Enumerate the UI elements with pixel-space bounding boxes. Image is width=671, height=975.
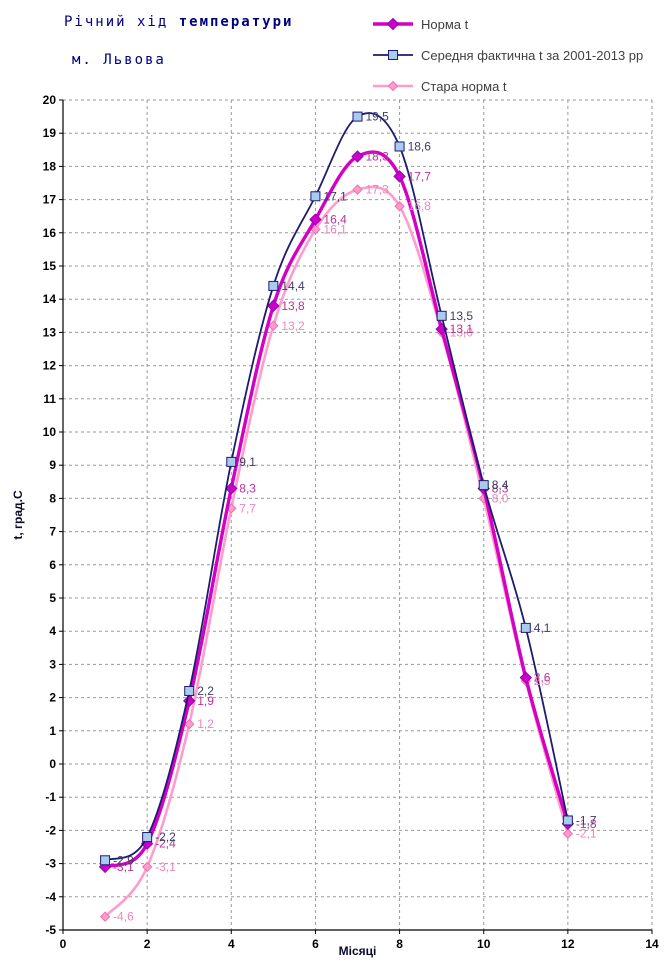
svg-text:4: 4 [49,624,56,638]
svg-text:15: 15 [43,259,57,273]
svg-text:18,6: 18,6 [408,139,432,153]
svg-text:6: 6 [49,558,56,572]
svg-text:11: 11 [43,392,56,406]
svg-text:20: 20 [43,93,57,107]
svg-text:17: 17 [43,193,57,207]
svg-text:2,6: 2,6 [534,671,551,685]
svg-text:4,1: 4,1 [534,621,551,635]
svg-text:14: 14 [43,292,57,306]
chart-subtitle: м. Львова [72,52,166,68]
legend-item-old-norm: Стара норма t [372,75,643,97]
legend-item-actual: Середня фактична t за 2001-2013 рр [372,44,643,66]
svg-text:13,0: 13,0 [450,325,474,339]
chart-title: Річний хід температури [64,14,293,30]
svg-text:-2,1: -2,1 [576,827,597,841]
svg-text:4: 4 [228,937,235,951]
line-diamond-icon [373,17,413,31]
svg-text:18: 18 [43,159,57,173]
svg-text:12: 12 [561,937,575,951]
svg-text:-4: -4 [45,890,56,904]
series-0 [98,150,575,874]
svg-text:17,1: 17,1 [323,189,347,203]
svg-text:16,4: 16,4 [323,213,347,227]
series-1 [100,111,573,866]
line-square-icon [373,50,413,60]
svg-text:8,4: 8,4 [492,478,509,492]
svg-text:8: 8 [49,491,56,505]
svg-text:-2: -2 [45,823,56,837]
svg-text:17,3: 17,3 [366,183,390,197]
svg-text:2,5: 2,5 [534,674,551,688]
svg-text:18,3: 18,3 [366,149,390,163]
svg-text:-5: -5 [45,923,56,937]
svg-text:9,1: 9,1 [239,455,256,469]
svg-text:19,5: 19,5 [366,110,390,124]
svg-text:1: 1 [49,724,56,738]
svg-text:19: 19 [43,126,57,140]
legend: Норма t Середня фактична t за 2001-2013 … [372,13,643,97]
svg-text:12: 12 [43,359,57,373]
legend-label: Середня фактична t за 2001-2013 рр [421,47,644,63]
svg-text:2: 2 [49,691,56,705]
svg-text:16,8: 16,8 [408,199,432,213]
svg-text:8,3: 8,3 [239,481,256,495]
svg-text:0: 0 [49,757,56,771]
svg-text:t, град.С: t, град.С [11,490,25,540]
chart-title-bold: температури [178,14,294,30]
svg-text:1,2: 1,2 [197,717,214,731]
svg-text:7,7: 7,7 [239,501,256,515]
svg-text:2,2: 2,2 [197,684,214,698]
svg-text:14,4: 14,4 [281,279,305,293]
chart-title-regular: Річний хід [64,14,179,30]
svg-text:0: 0 [60,937,67,951]
svg-text:8,0: 8,0 [492,491,509,505]
svg-text:13: 13 [43,325,57,339]
svg-text:-4,6: -4,6 [113,910,134,924]
svg-text:-1,8: -1,8 [576,817,597,831]
legend-label: Норма t [421,16,469,32]
svg-text:5: 5 [49,591,56,605]
svg-text:9: 9 [49,458,56,472]
svg-text:6: 6 [312,937,319,951]
svg-text:8,3: 8,3 [492,481,509,495]
svg-text:16,1: 16,1 [323,222,347,236]
svg-text:-2,2: -2,2 [155,830,176,844]
svg-text:-2,4: -2,4 [155,837,176,851]
svg-text:-2,9: -2,9 [113,853,134,867]
svg-text:14: 14 [645,937,659,951]
svg-text:13,1: 13,1 [450,322,474,336]
svg-text:10: 10 [477,937,491,951]
svg-text:-3,1: -3,1 [113,860,134,874]
svg-text:17,7: 17,7 [408,169,432,183]
svg-text:-3: -3 [45,857,56,871]
svg-text:-1,7: -1,7 [576,813,597,827]
line-diamond-icon [373,80,413,92]
svg-text:10: 10 [43,425,57,439]
svg-text:-1: -1 [45,790,56,804]
legend-label: Стара норма t [421,78,507,94]
legend-item-norm: Норма t [372,13,643,35]
svg-text:7: 7 [49,525,56,539]
svg-text:13,5: 13,5 [450,309,474,323]
svg-text:2: 2 [144,937,151,951]
svg-text:13,2: 13,2 [281,319,305,333]
svg-text:13,8: 13,8 [281,299,305,313]
svg-text:8: 8 [396,937,403,951]
svg-text:Місяці: Місяці [339,944,377,958]
svg-text:-3,1: -3,1 [155,860,176,874]
svg-text:1,9: 1,9 [197,694,214,708]
svg-text:3: 3 [49,657,56,671]
series-2 [99,184,574,922]
svg-text:16: 16 [43,226,57,240]
